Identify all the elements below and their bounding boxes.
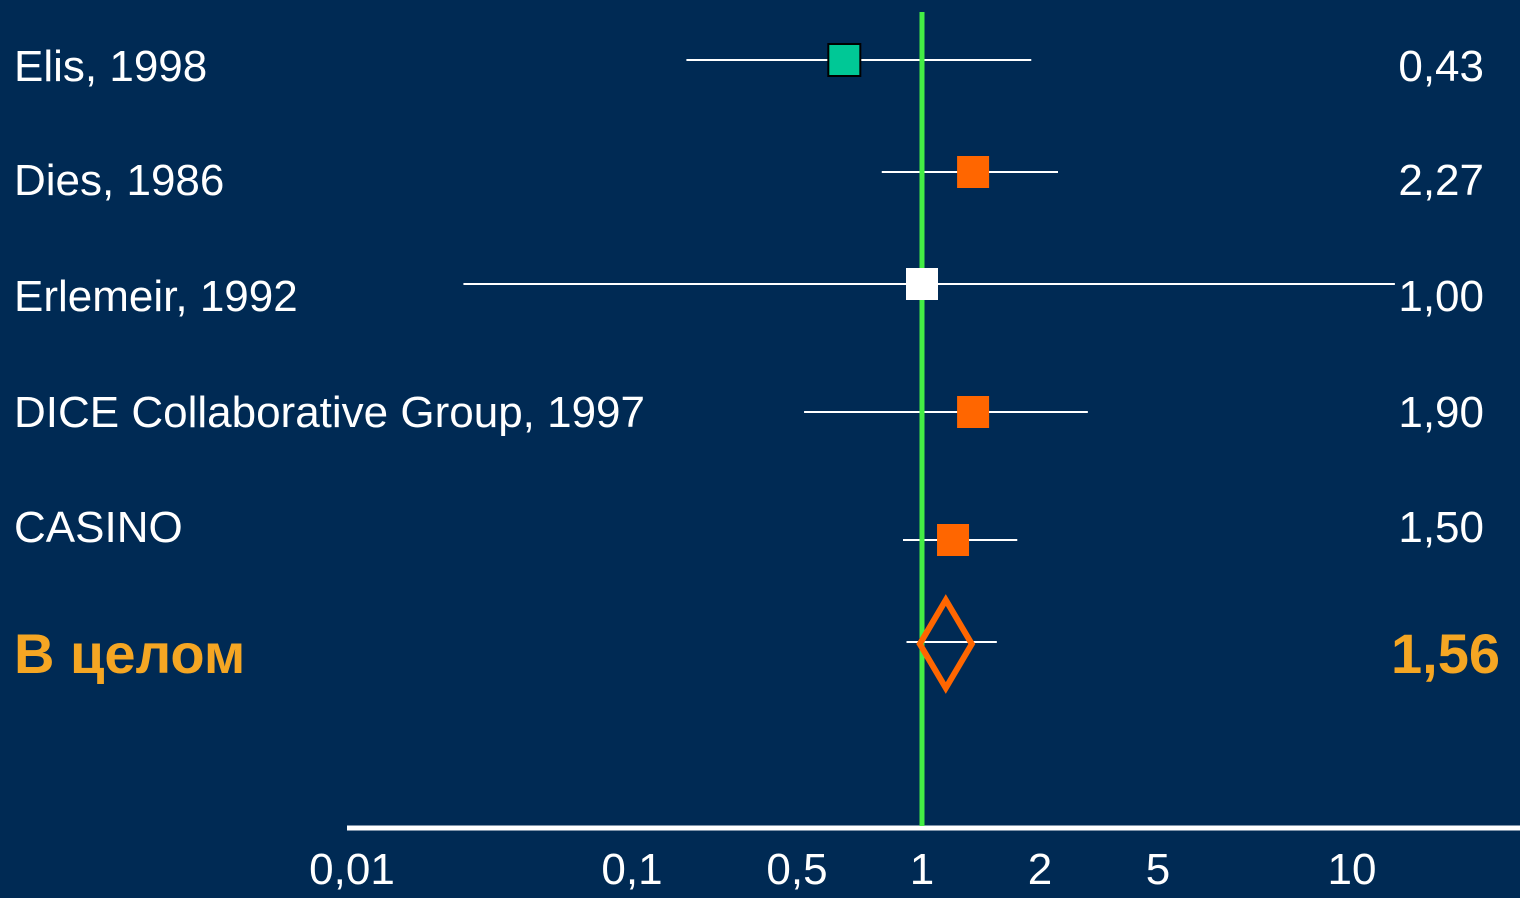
study-label: DICE Collaborative Group, 1997 bbox=[14, 388, 645, 437]
study-value: 2,27 bbox=[1398, 156, 1484, 205]
study-label: Elis, 1998 bbox=[14, 42, 208, 91]
estimate-marker bbox=[906, 268, 938, 300]
estimate-marker bbox=[827, 43, 862, 77]
estimate-marker bbox=[957, 396, 990, 428]
summary-label: В целом bbox=[14, 622, 246, 685]
study-value: 1,90 bbox=[1398, 388, 1484, 437]
estimate-marker bbox=[937, 524, 970, 556]
x-tick-label: 1 bbox=[909, 845, 935, 894]
x-tick-label: 10 bbox=[1327, 845, 1377, 894]
x-tick-label: 2 bbox=[1027, 845, 1053, 894]
x-tick-label: 0,5 bbox=[766, 845, 828, 894]
study-label: CASINO bbox=[14, 503, 183, 552]
x-tick-label: 5 bbox=[1145, 845, 1171, 894]
study-label: Erlemeir, 1992 bbox=[14, 272, 298, 321]
x-tick-label: 0,1 bbox=[601, 845, 663, 894]
study-value: 1,50 bbox=[1398, 503, 1484, 552]
summary-value: 1,56 bbox=[1391, 622, 1500, 685]
study-label: Dies, 1986 bbox=[14, 156, 225, 205]
estimate-marker bbox=[957, 156, 990, 188]
x-tick-label: 0,01 bbox=[309, 845, 395, 894]
study-value: 0,43 bbox=[1398, 42, 1484, 91]
study-value: 1,00 bbox=[1398, 272, 1484, 321]
summary-diamond bbox=[916, 594, 976, 694]
